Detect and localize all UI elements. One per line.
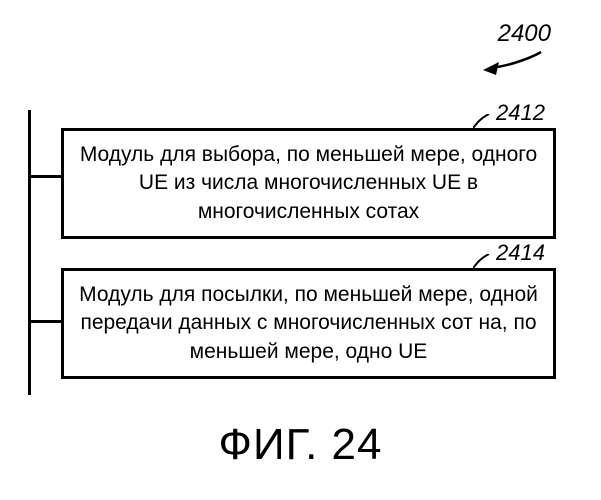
block-text: Модуль для посылки, по меньшей мере, одн… bbox=[79, 283, 538, 363]
block-text: Модуль для выбора, по меньшей мере, одно… bbox=[80, 143, 537, 223]
arrow-icon bbox=[481, 48, 551, 78]
bus-line bbox=[28, 110, 31, 395]
diagram-top-label: 2400 bbox=[498, 20, 551, 48]
connector-1 bbox=[31, 175, 61, 178]
module-block-2: Модуль для посылки, по меньшей мере, одн… bbox=[61, 268, 556, 379]
connector-2 bbox=[31, 320, 61, 323]
block-label-2: 2414 bbox=[496, 240, 545, 266]
figure-caption: ФИГ. 24 bbox=[0, 420, 601, 470]
label-hook-icon bbox=[473, 254, 491, 268]
block-label-1: 2412 bbox=[496, 100, 545, 126]
module-block-1: Модуль для выбора, по меньшей мере, одно… bbox=[61, 128, 556, 239]
label-hook-icon bbox=[473, 114, 491, 128]
